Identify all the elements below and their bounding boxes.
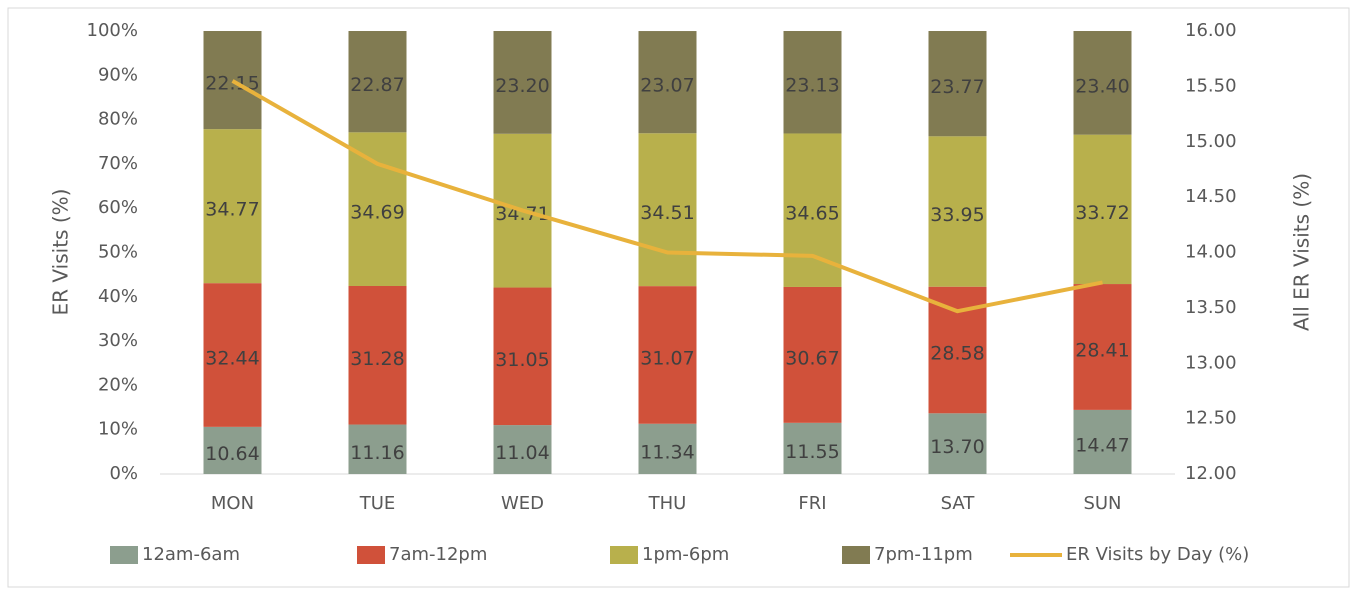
bar-segment bbox=[928, 413, 987, 474]
bar-segment bbox=[1073, 284, 1132, 410]
bar-segment bbox=[348, 31, 407, 133]
bar-segment bbox=[493, 31, 552, 134]
y2-tick-label: 15.00 bbox=[1185, 131, 1237, 152]
x-tick-label: WED bbox=[501, 493, 544, 514]
data-label: 11.34 bbox=[640, 441, 694, 463]
data-label: 28.58 bbox=[930, 343, 984, 365]
bar-segment bbox=[203, 31, 262, 130]
data-label: 32.44 bbox=[205, 348, 259, 370]
bar-segment bbox=[348, 132, 407, 286]
bar-segment bbox=[928, 31, 987, 137]
bar-segment bbox=[638, 286, 697, 424]
y-tick-label: 0% bbox=[109, 463, 138, 484]
data-label: 34.71 bbox=[495, 203, 549, 225]
data-label: 33.95 bbox=[930, 204, 984, 226]
data-label: 31.28 bbox=[350, 348, 404, 370]
data-label: 31.07 bbox=[640, 347, 694, 369]
bar-segment bbox=[638, 133, 697, 287]
bar-segment bbox=[638, 423, 697, 474]
legend-label: 1pm-6pm bbox=[642, 544, 729, 565]
data-label: 34.69 bbox=[350, 202, 404, 224]
data-label: 34.77 bbox=[205, 199, 259, 221]
bar-segment bbox=[783, 31, 842, 134]
bar-segment bbox=[493, 287, 552, 426]
data-label: 10.64 bbox=[205, 443, 259, 465]
x-tick-label: FRI bbox=[798, 493, 826, 514]
y2-tick-label: 12.00 bbox=[1185, 463, 1237, 484]
data-label: 28.41 bbox=[1075, 339, 1129, 361]
data-label: 31.05 bbox=[495, 349, 549, 371]
y-tick-label: 20% bbox=[98, 374, 138, 395]
y-tick-label: 60% bbox=[98, 197, 138, 218]
bar-segment bbox=[638, 31, 697, 134]
legend-swatch bbox=[357, 546, 385, 564]
y2-tick-label: 12.50 bbox=[1185, 408, 1237, 429]
line-series bbox=[231, 79, 1103, 314]
x-tick-label: MON bbox=[211, 493, 254, 514]
x-tick-label: SAT bbox=[941, 493, 976, 514]
x-tick-label: TUE bbox=[359, 493, 396, 514]
bar-segment bbox=[203, 426, 262, 474]
bar-segment bbox=[783, 286, 842, 423]
x-tick-label: THU bbox=[648, 493, 687, 514]
y2-tick-label: 13.00 bbox=[1185, 352, 1237, 373]
y-tick-label: 70% bbox=[98, 153, 138, 174]
data-label: 13.70 bbox=[930, 436, 984, 458]
bar-segment bbox=[1073, 409, 1132, 474]
legend-swatch bbox=[842, 546, 870, 564]
legend-swatch bbox=[110, 546, 138, 564]
legend-swatch bbox=[610, 546, 638, 564]
data-label: 23.20 bbox=[495, 75, 549, 97]
bar-segment bbox=[203, 129, 262, 284]
y-tick-label: 40% bbox=[98, 286, 138, 307]
bar-segment bbox=[348, 285, 407, 425]
data-label: 14.47 bbox=[1075, 434, 1129, 456]
data-label: 34.65 bbox=[785, 203, 839, 225]
y-tick-label: 90% bbox=[98, 64, 138, 85]
y-tick-label: 100% bbox=[87, 20, 138, 41]
data-label: 11.04 bbox=[495, 442, 549, 464]
y2-tick-label: 14.50 bbox=[1185, 186, 1237, 207]
legend-label: ER Visits by Day (%) bbox=[1066, 544, 1249, 565]
data-label: 22.87 bbox=[350, 74, 404, 96]
data-label: 11.55 bbox=[785, 441, 839, 463]
y2-tick-label: 15.50 bbox=[1185, 75, 1237, 96]
data-label: 11.16 bbox=[350, 442, 404, 464]
y2-axis-label: All ER Visits (%) bbox=[1290, 173, 1314, 331]
bar-segment bbox=[348, 424, 407, 474]
data-label: 23.07 bbox=[640, 75, 694, 97]
y-tick-label: 10% bbox=[98, 419, 138, 440]
y2-tick-label: 14.00 bbox=[1185, 242, 1237, 263]
data-label: 34.51 bbox=[640, 202, 694, 224]
data-label: 23.77 bbox=[930, 76, 984, 98]
legend-label: 7am-12pm bbox=[389, 544, 487, 565]
y-tick-label: 80% bbox=[98, 109, 138, 130]
y2-tick-label: 16.00 bbox=[1185, 20, 1237, 41]
data-label: 23.13 bbox=[785, 75, 839, 97]
legend-label: 7pm-11pm bbox=[874, 544, 973, 565]
y-tick-label: 50% bbox=[98, 242, 138, 263]
data-label: 23.40 bbox=[1075, 75, 1129, 97]
bar-segment bbox=[1073, 134, 1132, 285]
y2-tick-label: 13.50 bbox=[1185, 297, 1237, 318]
bar-segment bbox=[493, 425, 552, 474]
y-tick-label: 30% bbox=[98, 330, 138, 351]
x-tick-label: SUN bbox=[1083, 493, 1121, 514]
y-axis-label: ER Visits (%) bbox=[49, 189, 73, 316]
bar-segment bbox=[783, 422, 842, 474]
bar-segment bbox=[203, 283, 262, 427]
bar-segment bbox=[928, 136, 987, 287]
bar-segment bbox=[1073, 31, 1132, 135]
data-label: 33.72 bbox=[1075, 202, 1129, 224]
data-label: 30.67 bbox=[785, 347, 839, 369]
legend-label: 12am-6am bbox=[142, 544, 240, 565]
